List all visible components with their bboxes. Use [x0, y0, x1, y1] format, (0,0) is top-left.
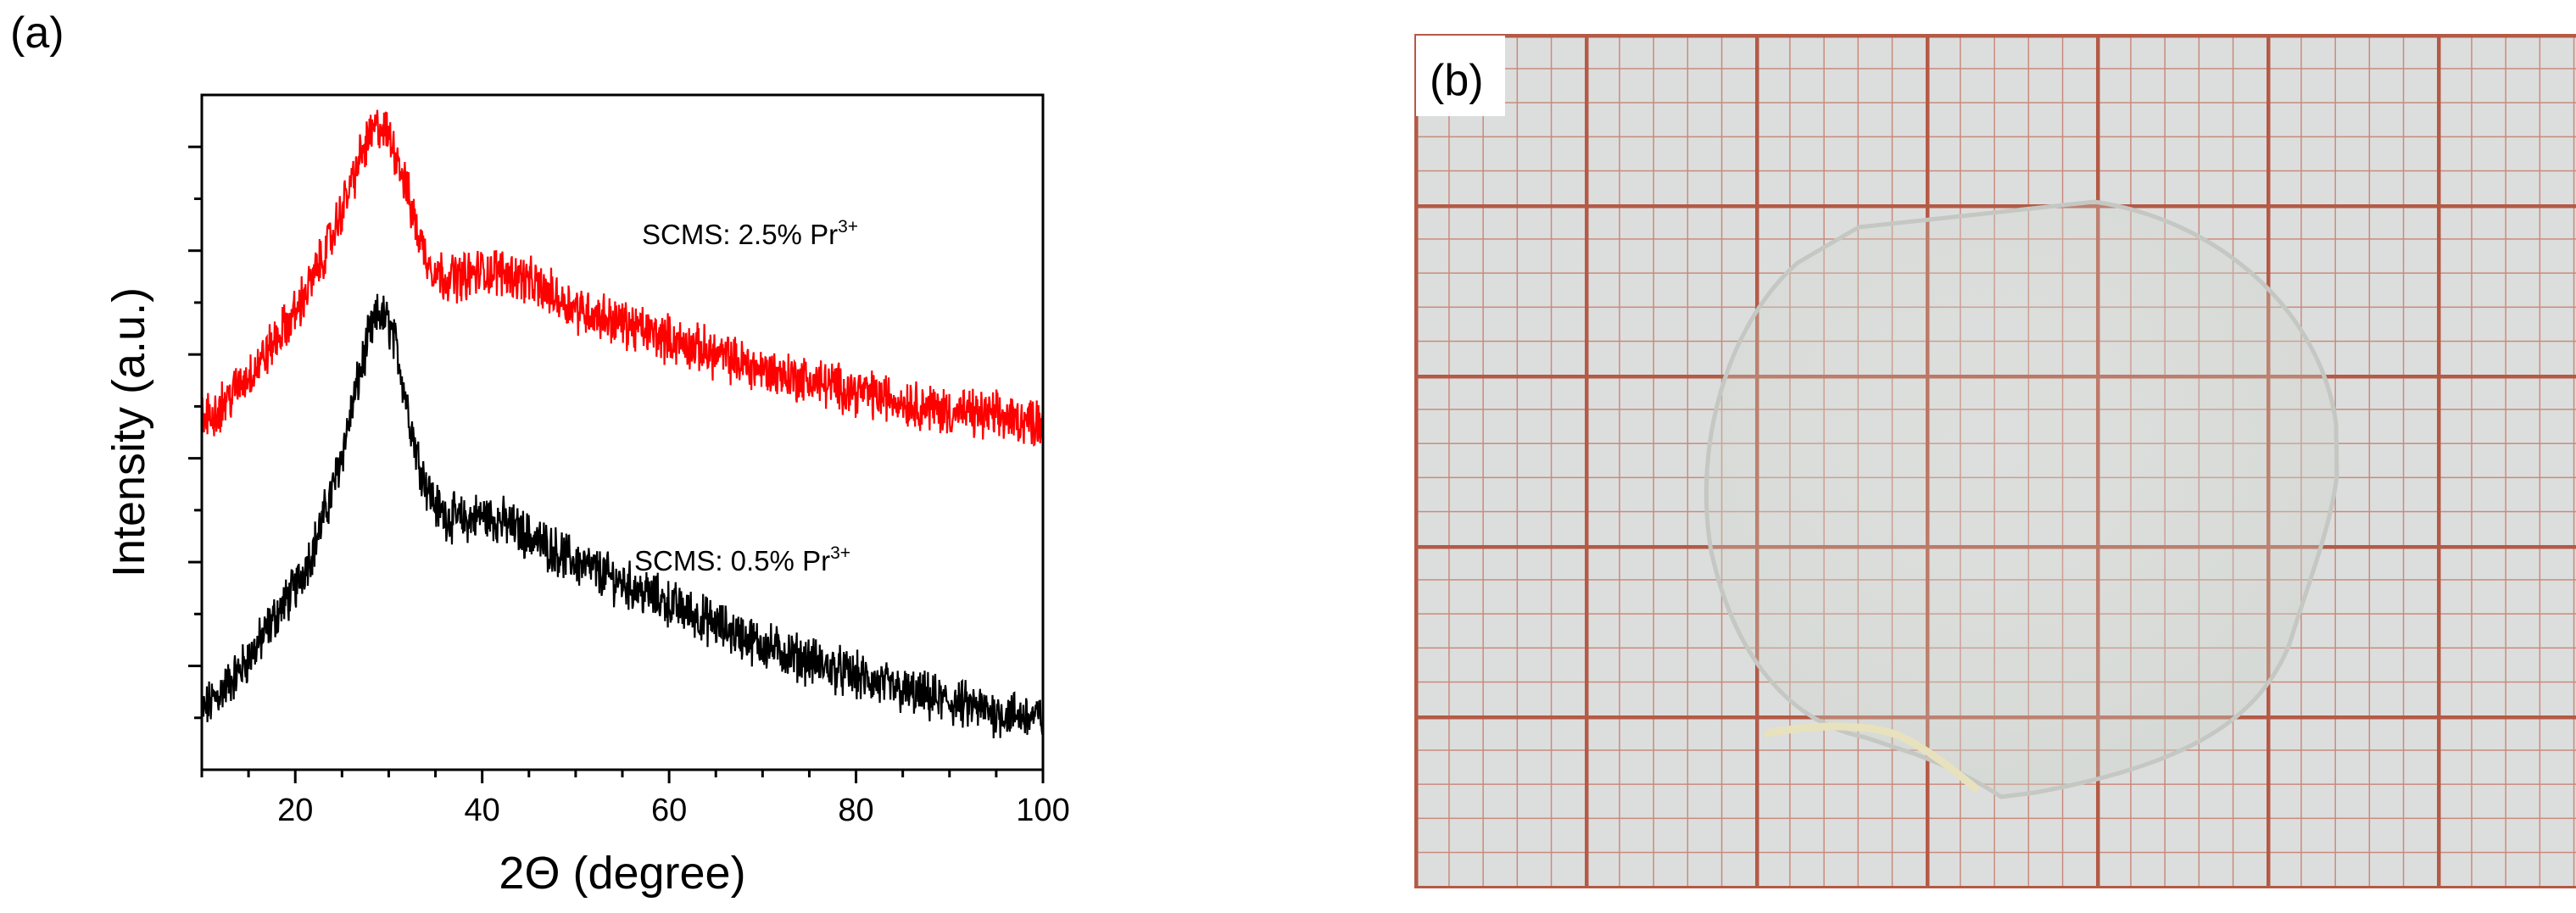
series-line-black — [202, 293, 1043, 738]
x-tick-label: 40 — [465, 793, 500, 828]
x-axis-ticks: 20 40 60 80 100 — [200, 770, 1070, 828]
panel-a: (a) 20 40 60 80 100 2Θ (degree) Intensity (a… — [10, 8, 1070, 899]
x-tick-label: 20 — [277, 793, 313, 828]
y-axis-label: Intensity (a.u.) — [103, 287, 154, 577]
panel-a-label: (a) — [10, 8, 64, 58]
x-axis-label: 2Θ (degree) — [499, 848, 745, 899]
series-line-red — [202, 109, 1043, 448]
x-tick-label: 100 — [1016, 793, 1069, 828]
glass-disc-edge-highlight — [1764, 722, 1980, 793]
y-axis-ticks — [188, 145, 202, 720]
panel-b-label-box — [1416, 36, 1505, 116]
x-tick-label: 60 — [651, 793, 687, 828]
annotation-red-series: SCMS: 2.5% Pr3+ — [642, 217, 858, 250]
plot-frame — [200, 93, 1045, 771]
x-tick-label: 80 — [838, 793, 873, 828]
annotation-black-series: SCMS: 0.5% Pr3+ — [634, 543, 850, 576]
panel-b-label: (b) — [1430, 56, 1484, 105]
chart-series-lines — [202, 109, 1043, 738]
glass-disc — [1703, 199, 2339, 799]
panel-b-photo: (b) — [1414, 34, 2576, 888]
